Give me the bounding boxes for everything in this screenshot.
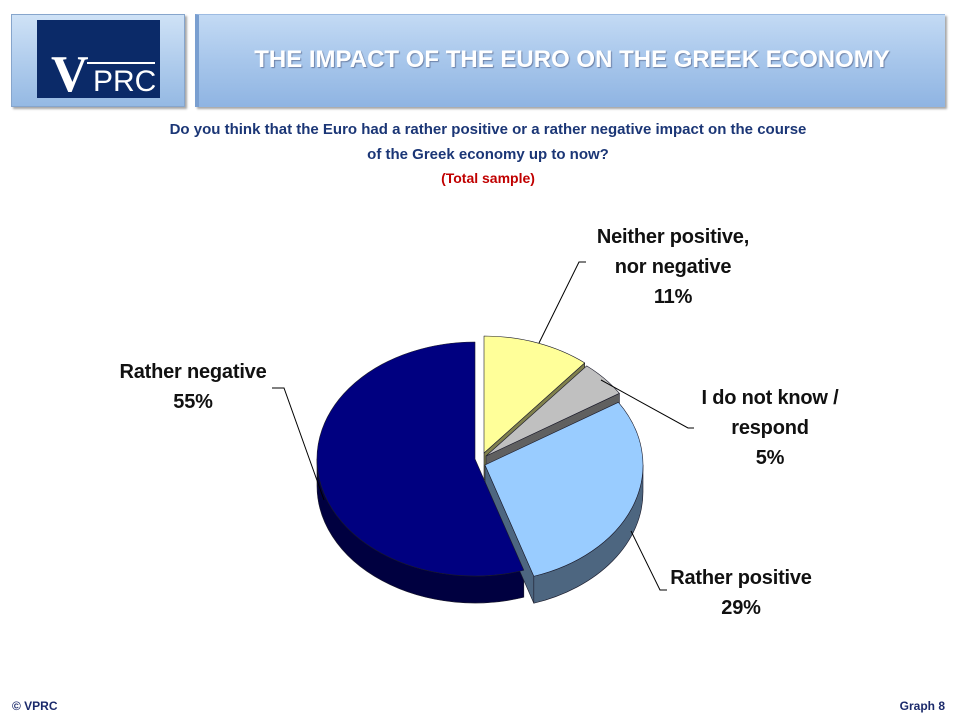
sample-note: (Total sample) [441, 170, 535, 186]
question-line-1: Do you think that the Euro had a rather … [169, 121, 807, 138]
slice-value-label: 55% [173, 391, 213, 413]
leader-line-neither [538, 261, 586, 344]
title-bar: THE IMPACT OF THE EURO ON THE GREEK ECON… [195, 14, 945, 107]
slice-label-unknown: I do not know / respond 5% [650, 383, 890, 473]
slice-label-neither: Neither positive, nor negative 11% [553, 222, 793, 312]
pie-slice-i-do-not-know-respond [485, 365, 620, 457]
leader-line-negative [272, 387, 325, 501]
slice-value-label: 5% [755, 447, 785, 469]
logo-panel: V PRC [11, 14, 185, 107]
slice-value-label: 29% [721, 597, 761, 619]
logo-letters-prc: PRC [93, 65, 157, 98]
leader-lines [272, 261, 694, 591]
vprc-logo: V PRC [37, 20, 160, 98]
slice-label-positive: Rather positive 29% [621, 563, 861, 623]
pie-slice-rather-negative [316, 341, 525, 577]
question-line-2: of the Greek economy up to now? [367, 146, 609, 163]
slice-value-label: 11% [653, 286, 693, 308]
pie-slice-neither-positive-nor-negative [483, 335, 586, 454]
logo-rule [87, 62, 155, 64]
slice-category-label: Neither positive, nor negative [596, 226, 750, 278]
page-title: THE IMPACT OF THE EURO ON THE GREEK ECON… [254, 46, 890, 73]
leader-line-positive [630, 530, 667, 591]
pie-top-faces [316, 335, 644, 577]
pie-slice-rather-positive [484, 402, 644, 577]
slice-category-label: Rather negative [119, 361, 267, 383]
copyright: © VPRC [12, 699, 58, 713]
graph-number: Graph 8 [899, 699, 945, 713]
logo-letter-v: V [51, 46, 89, 99]
slice-category-label: I do not know / respond [701, 387, 839, 439]
slice-category-label: Rather positive [670, 567, 812, 589]
slice-label-negative: Rather negative 55% [73, 357, 313, 417]
leader-line-unknown [600, 379, 694, 429]
